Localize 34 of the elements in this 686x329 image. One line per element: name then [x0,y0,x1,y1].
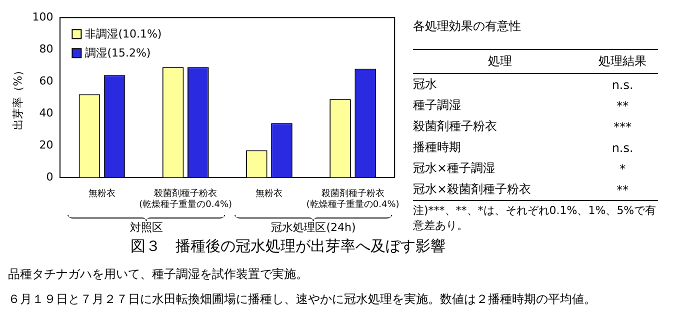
y-tick-label: 40 [39,106,54,120]
y-tick-label: 0 [46,170,54,184]
text: 各処理効果の有意性 [413,18,522,35]
legend-label: 調湿(15.2%) [85,46,151,60]
text: 品種タチナガハを用いて、種子調湿を試作装置で実施。 [8,266,309,283]
text: * [618,160,627,178]
text: 種子調湿 [413,97,462,114]
x-tick-label: 殺菌剤種子粉衣 (乾燥種子重量の0.4%) [306,188,400,210]
text: 播種時期 [413,139,462,156]
text: n.s. [610,140,634,156]
text: 殺菌剤種子粉衣 [413,118,498,135]
text: ６月１９日と７月２７日に水田転換畑圃場に播種し、速やかに冠水処理を実施。数値は２播種時期の平均値。 [8,291,597,308]
x-tick-label: 無粉衣 [256,188,283,200]
text: 図３ 播種後の冠水処理が出芽率へ及ぼす影響 [130,237,446,256]
y-tick-label: 60 [39,74,54,88]
x-tick-label: 無粉衣 [88,188,116,200]
text: ** [616,98,630,114]
y-tick-label: 80 [39,42,54,56]
y-tick-label: 20 [39,138,54,152]
text: ** [616,182,630,198]
text: n.s. [610,76,634,94]
x-tick-label: 殺菌剤種子粉衣 (乾燥種子重量の0.4%) [139,188,232,210]
text: 対照区 [128,221,164,234]
text: 注)***、**、*は、それぞれ0.1%、1%、5%で有意差あり。 [413,203,658,233]
text: 冠水 [413,76,438,93]
y-tick-label: 100 [32,10,54,24]
legend-label: 非調湿(10.1%) [85,27,162,40]
text: 冠水×種子調湿 [413,160,496,177]
text: 処理 [487,53,514,70]
y-axis-title: 出芽率（%） [11,64,24,130]
text: 冠水処理区(24h) [270,221,357,234]
text: 冠水×殺菌剤種子粉衣 [413,181,532,198]
text: 処理結果 [598,53,648,70]
text: *** [612,118,633,136]
